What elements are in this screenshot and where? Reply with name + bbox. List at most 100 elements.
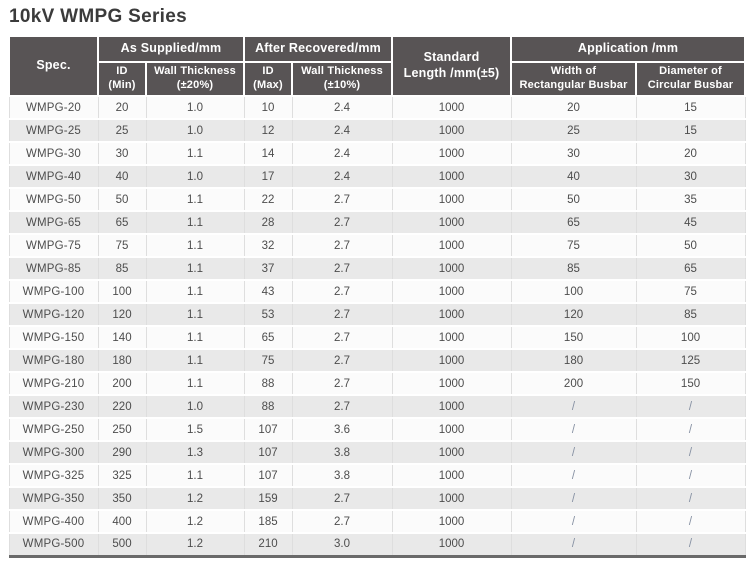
- busbar-diameter-cell: 45: [635, 210, 746, 234]
- id-min-cell: 180: [97, 348, 147, 372]
- standard-length-cell: 1000: [391, 256, 512, 280]
- wall-recovered-cell: 2.4: [291, 141, 393, 165]
- busbar-diameter-cell: 75: [635, 279, 746, 303]
- wall-recovered-cell: 2.7: [291, 233, 393, 257]
- col-group-after-recovered: After Recovered/mm: [243, 35, 394, 63]
- wall-supplied-cell: 1.2: [145, 486, 245, 510]
- id-min-cell: 350: [97, 486, 147, 510]
- id-max-cell: 22: [243, 187, 293, 211]
- spec-cell: WMPG-230: [8, 394, 99, 418]
- standard-length-cell: 1000: [391, 210, 512, 234]
- table-row: WMPG-325 325 1.1 107 3.8 1000//: [8, 463, 746, 487]
- busbar-diameter-cell: 125: [635, 348, 746, 372]
- standard-length-cell: 1000: [391, 440, 512, 464]
- standard-length-cell: 1000: [391, 141, 512, 165]
- standard-length-cell: 1000: [391, 325, 512, 349]
- busbar-width-cell: /: [510, 440, 637, 464]
- wall-recovered-cell: 2.7: [291, 210, 393, 234]
- spec-cell: WMPG-50: [8, 187, 99, 211]
- busbar-diameter-cell: 30: [635, 164, 746, 188]
- col-header-spec: Spec.: [8, 35, 99, 97]
- col-header-id-min: ID (Min): [97, 61, 147, 97]
- busbar-width-cell: 20: [510, 95, 637, 119]
- standard-length-cell: 1000: [391, 95, 512, 119]
- wall-recovered-cell: 3.0: [291, 532, 393, 556]
- spec-cell: WMPG-325: [8, 463, 99, 487]
- id-min-cell: 250: [97, 417, 147, 441]
- wall-recovered-cell: 2.7: [291, 187, 393, 211]
- spec-cell: WMPG-100: [8, 279, 99, 303]
- table-header: Spec. As Supplied/mm After Recovered/mm …: [8, 35, 747, 97]
- col-header-busbar-width: Width of Rectangular Busbar: [510, 61, 638, 97]
- busbar-diameter-cell: 50: [635, 233, 746, 257]
- id-max-cell: 53: [243, 302, 293, 326]
- busbar-diameter-cell: 15: [635, 118, 746, 142]
- standard-length-cell: 1000: [391, 394, 512, 418]
- busbar-width-cell: 85: [510, 256, 637, 280]
- standard-length-cell: 1000: [391, 463, 512, 487]
- table-row: WMPG-120 120 1.1 53 2.7 1000 120 85: [8, 302, 746, 326]
- id-min-cell: 120: [97, 302, 147, 326]
- table-row: WMPG-150 140 1.1 65 2.7 1000 150 100: [8, 325, 746, 349]
- wall-supplied-cell: 1.1: [145, 279, 245, 303]
- busbar-width-cell: /: [510, 463, 637, 487]
- id-max-cell: 107: [243, 417, 293, 441]
- wall-supplied-cell: 1.1: [145, 210, 245, 234]
- spec-cell: WMPG-20: [8, 95, 99, 119]
- busbar-diameter-cell: /: [635, 463, 746, 487]
- wall-supplied-cell: 1.0: [145, 95, 245, 119]
- spec-cell: WMPG-120: [8, 302, 99, 326]
- table-row: WMPG-65 65 1.1 28 2.7 1000 65 45: [8, 210, 746, 234]
- busbar-diameter-cell: /: [635, 532, 746, 556]
- table-row: WMPG-30 30 1.1 14 2.4 1000 30 20: [8, 141, 746, 165]
- id-max-cell: 28: [243, 210, 293, 234]
- id-min-cell: 500: [97, 532, 147, 556]
- col-header-id-max: ID (Max): [243, 61, 294, 97]
- spec-cell: WMPG-300: [8, 440, 99, 464]
- wall-supplied-cell: 1.1: [145, 325, 245, 349]
- spec-table: Spec. As Supplied/mm After Recovered/mm …: [8, 35, 747, 558]
- busbar-width-cell: 200: [510, 371, 637, 395]
- wall-recovered-cell: 2.7: [291, 486, 393, 510]
- id-min-cell: 75: [97, 233, 147, 257]
- id-max-cell: 14: [243, 141, 293, 165]
- busbar-diameter-cell: /: [635, 440, 746, 464]
- busbar-width-cell: 100: [510, 279, 637, 303]
- wall-supplied-cell: 1.1: [145, 371, 245, 395]
- standard-length-cell: 1000: [391, 302, 512, 326]
- spec-cell: WMPG-400: [8, 509, 99, 533]
- busbar-width-cell: /: [510, 394, 637, 418]
- table-row: WMPG-350 350 1.2 159 2.7 1000//: [8, 486, 746, 510]
- standard-length-cell: 1000: [391, 348, 512, 372]
- table-row: WMPG-210 200 1.1 88 2.7 1000 200 150: [8, 371, 746, 395]
- wall-recovered-cell: 2.4: [291, 164, 393, 188]
- table-row: WMPG-300 290 1.3 107 3.8 1000//: [8, 440, 746, 464]
- busbar-width-cell: /: [510, 417, 637, 441]
- busbar-diameter-cell: 20: [635, 141, 746, 165]
- id-min-cell: 85: [97, 256, 147, 280]
- wall-recovered-cell: 2.7: [291, 325, 393, 349]
- wall-recovered-cell: 2.7: [291, 394, 393, 418]
- busbar-diameter-cell: /: [635, 486, 746, 510]
- standard-length-cell: 1000: [391, 279, 512, 303]
- busbar-width-cell: 50: [510, 187, 637, 211]
- wall-recovered-cell: 2.4: [291, 118, 393, 142]
- id-max-cell: 88: [243, 394, 293, 418]
- id-min-cell: 140: [97, 325, 147, 349]
- table-row: WMPG-500 500 1.2 210 3.0 1000//: [8, 532, 746, 556]
- table-row: WMPG-40 40 1.0 17 2.4 1000 40 30: [8, 164, 746, 188]
- busbar-diameter-cell: 15: [635, 95, 746, 119]
- wall-supplied-cell: 1.1: [145, 187, 245, 211]
- standard-length-cell: 1000: [391, 233, 512, 257]
- wall-supplied-cell: 1.2: [145, 532, 245, 556]
- spec-cell: WMPG-85: [8, 256, 99, 280]
- id-max-cell: 32: [243, 233, 293, 257]
- col-header-standard-length: Standard Length /mm(±5): [391, 35, 513, 97]
- busbar-width-cell: /: [510, 532, 637, 556]
- table-row: WMPG-230 220 1.0 88 2.7 1000//: [8, 394, 746, 418]
- busbar-width-cell: 40: [510, 164, 637, 188]
- busbar-diameter-cell: 85: [635, 302, 746, 326]
- wall-recovered-cell: 2.7: [291, 279, 393, 303]
- wall-supplied-cell: 1.1: [145, 141, 245, 165]
- id-max-cell: 107: [243, 463, 293, 487]
